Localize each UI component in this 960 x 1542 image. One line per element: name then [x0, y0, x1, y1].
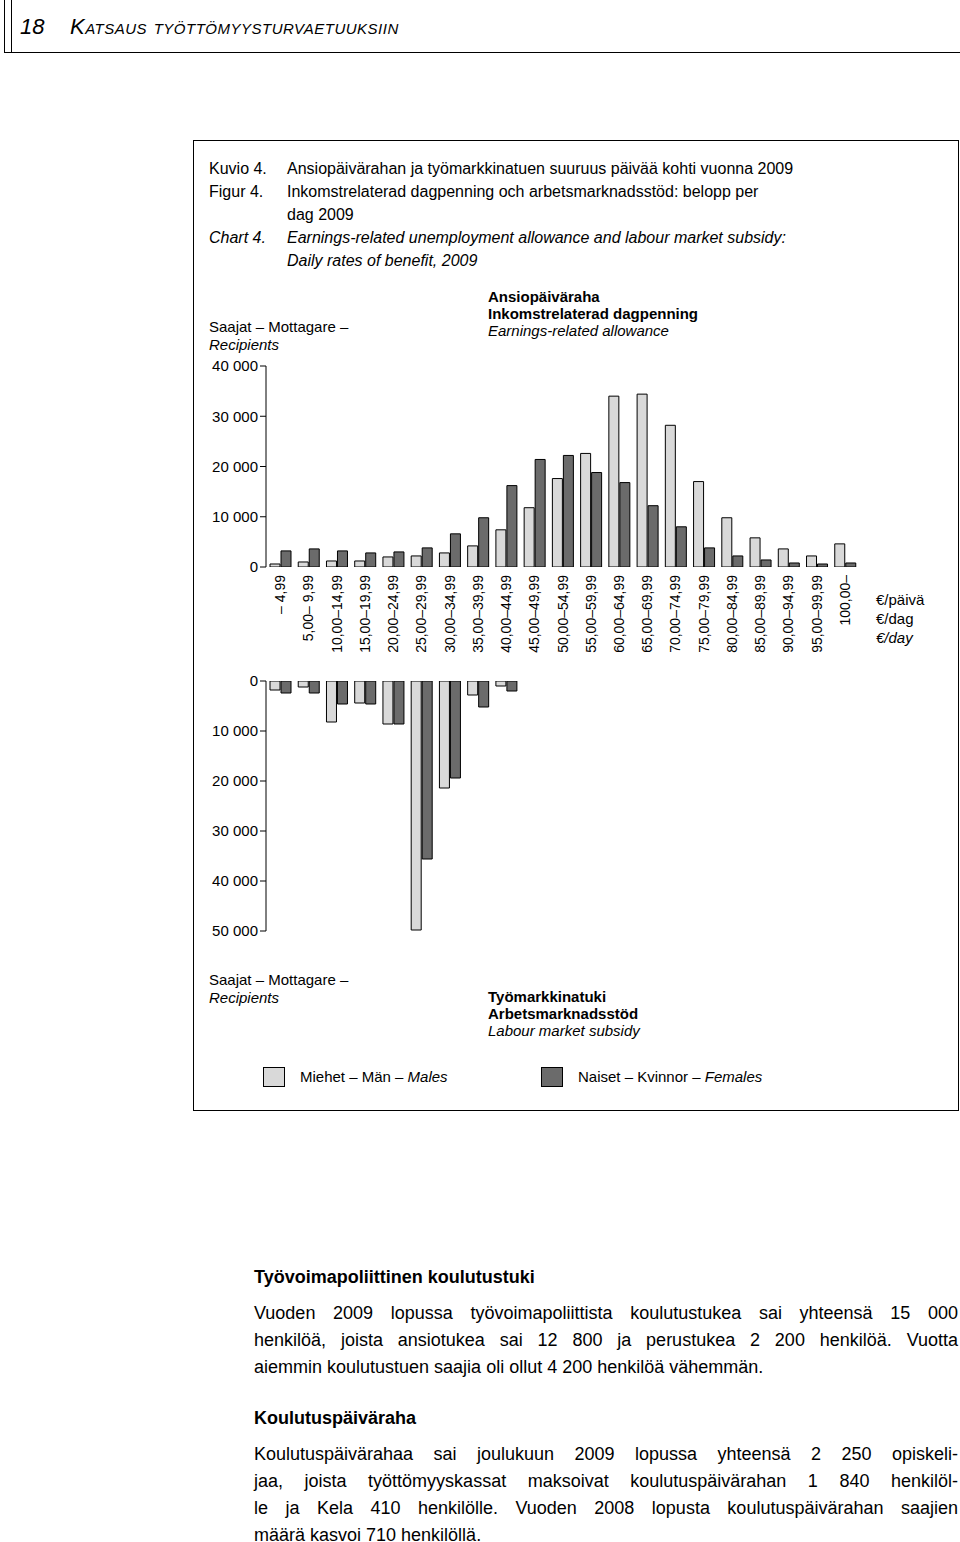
svg-text:– 4,99: – 4,99	[272, 575, 288, 614]
svg-text:40 000: 40 000	[212, 357, 258, 374]
svg-text:25,00–29,99: 25,00–29,99	[413, 575, 429, 653]
html-text:18: 18	[20, 14, 45, 39]
svg-text:10,00–14,99: 10,00–14,99	[329, 575, 345, 653]
html-text:Ansiopäivärahan ja työmarkkina: Ansiopäivärahan ja työmarkkinatuen suuru…	[287, 160, 794, 177]
svg-text:90,00–94,99: 90,00–94,99	[780, 575, 796, 653]
html-text:Recipients: Recipients	[209, 989, 279, 1006]
html-text:jaa, joista työttömyyskassat m: jaa, joista työttömyyskassat maksoivat k…	[254, 1471, 958, 1491]
html-text:Naiset – Kvinnor – Females: Naiset – Kvinnor – Females	[578, 1068, 763, 1085]
html-text:Recipients: Recipients	[209, 336, 279, 353]
svg-text:55,00–59,99: 55,00–59,99	[583, 575, 599, 653]
html-text:Labour market subsidy: Labour market subsidy	[488, 1022, 640, 1039]
svg-text:60,00–64,99: 60,00–64,99	[611, 575, 627, 653]
html-text:€/day: €/day	[876, 629, 913, 646]
html-text:€/dag: €/dag	[876, 610, 914, 627]
svg-text:30 000: 30 000	[212, 408, 258, 425]
html-text:Saajat – Mottagare –: Saajat – Mottagare –	[209, 971, 349, 988]
svg-text:30 000: 30 000	[212, 822, 258, 839]
svg-text:20,00–24,99: 20,00–24,99	[385, 575, 401, 653]
html-text:Figur 4.: Figur 4.	[209, 183, 264, 200]
html-text:Saajat – Mottagare –: Saajat – Mottagare –	[209, 318, 349, 335]
svg-text:0: 0	[250, 672, 258, 689]
html-text:Koulutuspäiväraha: Koulutuspäiväraha	[254, 1408, 416, 1428]
html-text:€/päivä: €/päivä	[876, 591, 925, 608]
html-text:Ansiopäiväraha: Ansiopäiväraha	[488, 288, 600, 305]
svg-text:85,00–89,99: 85,00–89,99	[752, 575, 768, 653]
html-text:Daily rates of benefit, 2009: Daily rates of benefit, 2009	[287, 252, 478, 269]
html-text:Earnings-related unemployment: Earnings-related unemployment allowance …	[287, 229, 786, 246]
html-text:Inkomstrelaterad dagpenning: Inkomstrelaterad dagpenning	[488, 305, 698, 322]
svg-text:95,00–99,99: 95,00–99,99	[809, 575, 825, 653]
html-text:henkilöä, joista ansiotukea sa: henkilöä, joista ansiotukea sai 12 800 j…	[254, 1330, 958, 1350]
html-text:le ja Kela 410 henkilölle. Vuo: le ja Kela 410 henkilölle. Vuoden 2008 l…	[254, 1498, 958, 1518]
svg-text:100,00–: 100,00–	[837, 575, 853, 626]
svg-text:50,00–54,99: 50,00–54,99	[555, 575, 571, 653]
html-text:Earnings-related allowance: Earnings-related allowance	[488, 322, 669, 339]
html-text:dag 2009: dag 2009	[287, 206, 354, 223]
html-text:Chart 4.: Chart 4.	[209, 229, 266, 246]
svg-text:35,00–39,99: 35,00–39,99	[470, 575, 486, 653]
svg-text:0: 0	[250, 558, 258, 575]
svg-text:40,00–44,99: 40,00–44,99	[498, 575, 514, 653]
svg-text:20 000: 20 000	[212, 772, 258, 789]
html-text:aiemmin koulutustuen saajia ol: aiemmin koulutustuen saajia oli ollut 4 …	[254, 1357, 764, 1377]
svg-text:75,00–79,99: 75,00–79,99	[696, 575, 712, 653]
html-text:Kuvio 4.: Kuvio 4.	[209, 160, 267, 177]
html-text:Työmarkkinatuki: Työmarkkinatuki	[488, 988, 607, 1005]
svg-text:5,00– 9,99: 5,00– 9,99	[300, 575, 316, 641]
svg-text:10 000: 10 000	[212, 508, 258, 525]
html-text:Vuoden 2009 lopussa työvoimapo: Vuoden 2009 lopussa työvoimapoliittista …	[254, 1303, 958, 1323]
svg-text:15,00–19,99: 15,00–19,99	[357, 575, 373, 653]
svg-text:30,00–34,99: 30,00–34,99	[442, 575, 458, 653]
svg-text:45,00–49,99: 45,00–49,99	[526, 575, 542, 653]
svg-text:70,00–74,99: 70,00–74,99	[667, 575, 683, 653]
html-text:Inkomstrelaterad dagpenning oc: Inkomstrelaterad dagpenning och arbetsma…	[287, 183, 759, 200]
svg-text:40 000: 40 000	[212, 872, 258, 889]
svg-text:65,00–69,99: 65,00–69,99	[639, 575, 655, 653]
svg-text:10 000: 10 000	[212, 722, 258, 739]
html-text:Työvoimapoliittinen koulutustu: Työvoimapoliittinen koulutustuki	[254, 1267, 535, 1287]
svg-text:20 000: 20 000	[212, 458, 258, 475]
svg-text:80,00–84,99: 80,00–84,99	[724, 575, 740, 653]
html-text:Miehet – Män – Males: Miehet – Män – Males	[300, 1068, 448, 1085]
svg-text:50 000: 50 000	[212, 922, 258, 939]
html-text:Koulutuspäivärahaa sai jouluku: Koulutuspäivärahaa sai joulukuun 2009 lo…	[254, 1444, 958, 1464]
html-text:Arbetsmarknadsstöd: Arbetsmarknadsstöd	[488, 1005, 638, 1022]
html-text:Katsaus työttömyysturvaetuuksi: Katsaus työttömyysturvaetuuksiin	[70, 14, 399, 39]
